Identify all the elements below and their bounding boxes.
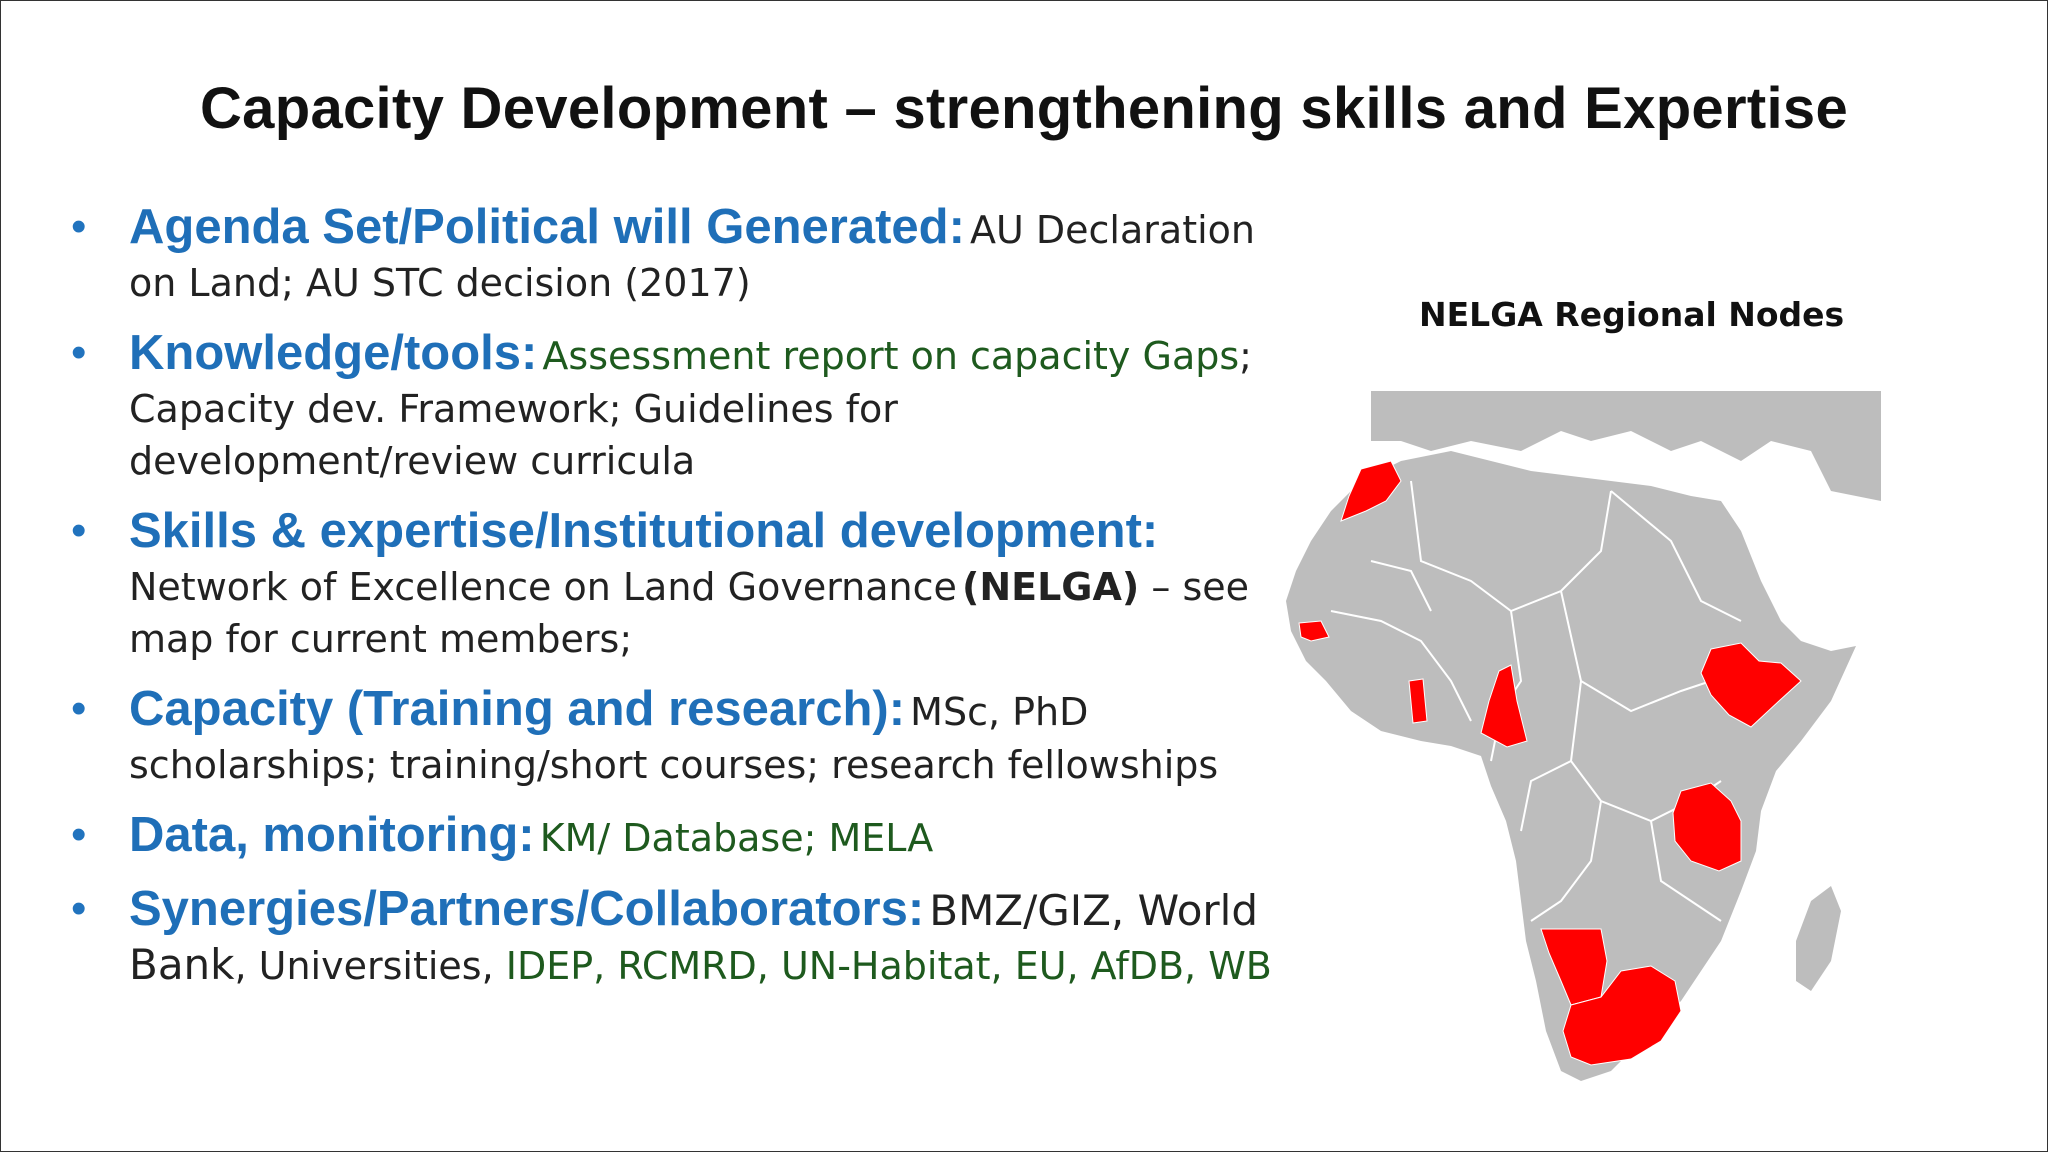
bullet-lead: Agenda Set/Political will Generated: — [129, 200, 965, 254]
bullet-dot-icon: • — [71, 506, 87, 555]
europe-landmass — [1371, 391, 1881, 501]
bullet-list: • Agenda Set/Political will Generated: A… — [69, 197, 1289, 992]
madagascar-landmass — [1796, 886, 1841, 991]
bullet-text: ; Capacity dev. Framework; Guidelines fo… — [129, 334, 1252, 483]
bullet-dot-icon: • — [71, 684, 87, 733]
node-south-africa — [1562, 965, 1682, 1066]
bullet-text-small: , Universities, — [234, 944, 506, 988]
bullet-text-bold: (NELGA) — [961, 565, 1140, 609]
africa-landmass — [1286, 451, 1856, 1081]
map-title: NELGA Regional Nodes — [1419, 295, 1845, 334]
node-senegal — [1298, 620, 1330, 642]
node-tanzania — [1672, 782, 1742, 872]
node-cameroon — [1480, 664, 1528, 748]
node-morocco — [1340, 460, 1402, 522]
bullet-lead: Knowledge/tools: — [129, 326, 538, 380]
bullet-text: AU Declaration on Land; AU STC decision … — [129, 208, 1255, 305]
bullet-text: Network of Excellence on Land Governance — [129, 565, 957, 609]
bullet-text: BMZ/GIZ, World Bank — [129, 886, 1258, 989]
bullet-lead: Data, monitoring: — [129, 808, 535, 862]
africa-map — [1271, 381, 1891, 1101]
bullet-item: • Capacity (Training and research): MSc,… — [69, 679, 1289, 791]
slide-title: Capacity Development – strengthening ski… — [199, 76, 1849, 141]
country-borders — [1330, 480, 1742, 922]
bullet-text-green: KM/ Database; MELA — [539, 816, 934, 860]
bullet-lead: Capacity (Training and research): — [129, 682, 906, 736]
node-ethiopia — [1700, 642, 1802, 728]
node-ghana — [1408, 678, 1428, 724]
bullet-text-green: Assessment report on capacity Gaps — [542, 334, 1240, 378]
bullet-item: • Skills & expertise/Institutional devel… — [69, 501, 1289, 665]
bullet-lead: Synergies/Partners/Collaborators: — [129, 882, 925, 936]
africa-map-svg — [1286, 391, 1881, 1081]
bullet-text: MSc, PhD scholarships; training/short co… — [129, 690, 1219, 787]
bullet-dot-icon: • — [71, 328, 87, 377]
bullet-item: • Synergies/Partners/Collaborators: BMZ/… — [69, 879, 1289, 992]
bullet-text-after: – see map for current members; — [129, 565, 1249, 661]
bullet-item: • Knowledge/tools: Assessment report on … — [69, 323, 1289, 487]
bullet-item: • Agenda Set/Political will Generated: A… — [69, 197, 1289, 309]
bullet-dot-icon: • — [71, 202, 87, 251]
bullet-dot-icon: • — [71, 810, 87, 859]
bullet-dot-icon: • — [71, 884, 87, 933]
bullet-lead: Skills & expertise/Institutional develop… — [129, 504, 1159, 558]
bullet-item: • Data, monitoring: KM/ Database; MELA — [69, 805, 1289, 865]
bullet-text-green: IDEP, RCMRD, UN-Habitat, EU, AfDB, WB — [505, 944, 1272, 988]
